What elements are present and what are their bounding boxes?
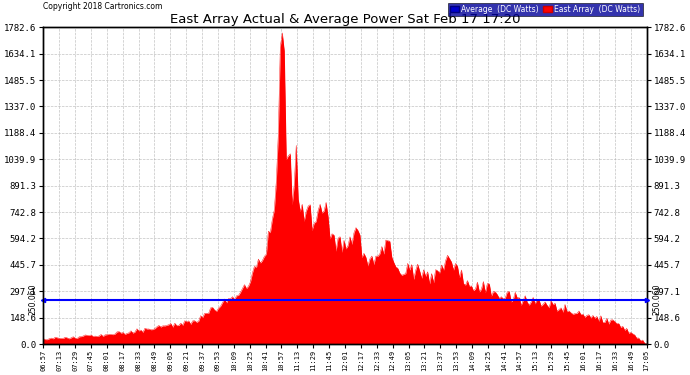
Title: East Array Actual & Average Power Sat Feb 17 17:20: East Array Actual & Average Power Sat Fe… [170, 13, 520, 26]
Legend: Average  (DC Watts), East Array  (DC Watts): Average (DC Watts), East Array (DC Watts… [448, 3, 643, 16]
Text: 250.060: 250.060 [653, 284, 662, 315]
Text: Copyright 2018 Cartronics.com: Copyright 2018 Cartronics.com [43, 2, 163, 11]
Text: 250.060: 250.060 [28, 284, 37, 315]
